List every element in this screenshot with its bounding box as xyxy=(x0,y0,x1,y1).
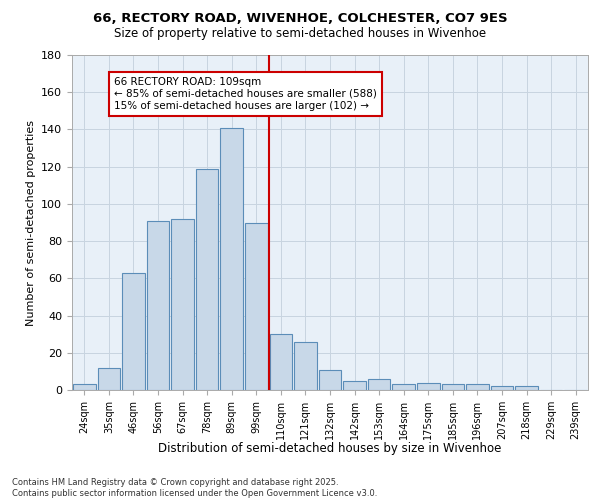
Bar xyxy=(491,386,514,390)
Bar xyxy=(73,384,95,390)
Text: 66, RECTORY ROAD, WIVENHOE, COLCHESTER, CO7 9ES: 66, RECTORY ROAD, WIVENHOE, COLCHESTER, … xyxy=(92,12,508,26)
Bar xyxy=(146,220,169,390)
Bar xyxy=(98,368,120,390)
Bar xyxy=(442,384,464,390)
Text: Size of property relative to semi-detached houses in Wivenhoe: Size of property relative to semi-detach… xyxy=(114,28,486,40)
Bar xyxy=(245,222,268,390)
Bar xyxy=(343,380,366,390)
Text: Contains HM Land Registry data © Crown copyright and database right 2025.
Contai: Contains HM Land Registry data © Crown c… xyxy=(12,478,377,498)
Bar xyxy=(196,168,218,390)
Bar xyxy=(515,386,538,390)
Y-axis label: Number of semi-detached properties: Number of semi-detached properties xyxy=(26,120,35,326)
Bar xyxy=(220,128,243,390)
Bar xyxy=(392,384,415,390)
Bar xyxy=(294,342,317,390)
Bar xyxy=(269,334,292,390)
Bar xyxy=(368,379,391,390)
Bar xyxy=(171,219,194,390)
Bar xyxy=(319,370,341,390)
X-axis label: Distribution of semi-detached houses by size in Wivenhoe: Distribution of semi-detached houses by … xyxy=(158,442,502,455)
Bar xyxy=(417,382,440,390)
Bar xyxy=(122,273,145,390)
Bar xyxy=(466,384,489,390)
Text: 66 RECTORY ROAD: 109sqm
← 85% of semi-detached houses are smaller (588)
15% of s: 66 RECTORY ROAD: 109sqm ← 85% of semi-de… xyxy=(114,78,377,110)
